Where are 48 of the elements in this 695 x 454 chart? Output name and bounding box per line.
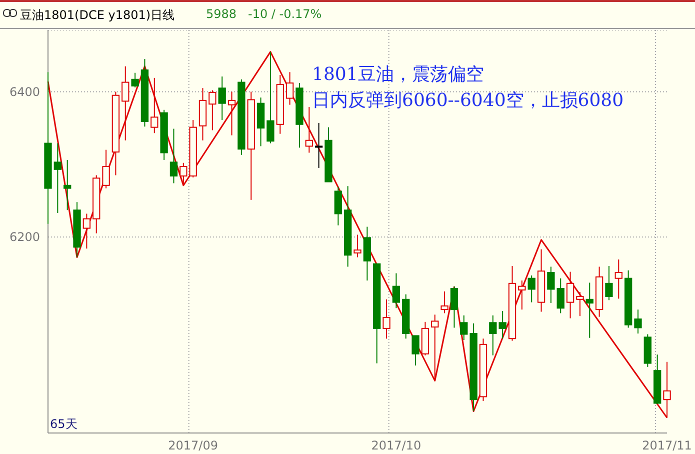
candlestick xyxy=(82,213,91,250)
candlestick xyxy=(354,234,362,258)
candlestick xyxy=(218,76,226,121)
candlestick xyxy=(431,314,439,382)
x-tick-label: 2017/09 xyxy=(168,438,218,453)
annotation: 65天 xyxy=(50,416,78,433)
candlestick xyxy=(286,72,294,106)
candlestick xyxy=(305,106,313,154)
candlestick xyxy=(314,122,323,168)
candlestick xyxy=(547,266,555,304)
x-tick-label: 2017/11 xyxy=(642,438,692,453)
candlestick xyxy=(392,272,400,309)
candlestick xyxy=(54,142,62,214)
candlestick xyxy=(576,292,584,317)
chart-subtitle: 5988 -10 / -0.17% xyxy=(206,7,322,21)
candlestick xyxy=(131,72,139,88)
candlestick xyxy=(266,51,274,144)
candlestick xyxy=(180,162,188,186)
candlestick xyxy=(382,298,390,340)
candlestick xyxy=(498,310,506,340)
candlestick xyxy=(634,309,642,334)
candlestick xyxy=(586,282,594,338)
annotation: 1801豆油，震荡偏空 xyxy=(312,63,484,86)
candlestick xyxy=(605,265,613,301)
candlestick xyxy=(450,286,458,328)
candlestick xyxy=(334,186,342,226)
candlestick xyxy=(460,314,468,341)
x-tick-label: 2017/10 xyxy=(371,438,422,453)
candlestick xyxy=(489,314,497,356)
y-tick-label: 6400 xyxy=(9,84,40,99)
candlestick xyxy=(556,278,564,314)
chart-title: 豆油1801(DCE y1801)日线 xyxy=(20,7,175,24)
candlestick xyxy=(440,290,448,314)
candlestick xyxy=(122,66,130,141)
candlestick xyxy=(150,77,158,134)
candlestick xyxy=(412,335,420,366)
candlestick xyxy=(363,226,372,282)
candlestick xyxy=(102,149,110,189)
candlestick xyxy=(518,280,526,310)
annotation: 日内反弹到6060--6040空，止损6080 xyxy=(312,89,624,112)
candlestick xyxy=(614,258,622,300)
candlestick xyxy=(228,91,236,136)
candlestick xyxy=(528,274,536,303)
candlestick xyxy=(64,159,72,211)
candlestick xyxy=(566,271,574,319)
candlestick xyxy=(208,90,216,131)
candlestick xyxy=(170,128,178,184)
y-tick-label: 6200 xyxy=(9,230,40,244)
